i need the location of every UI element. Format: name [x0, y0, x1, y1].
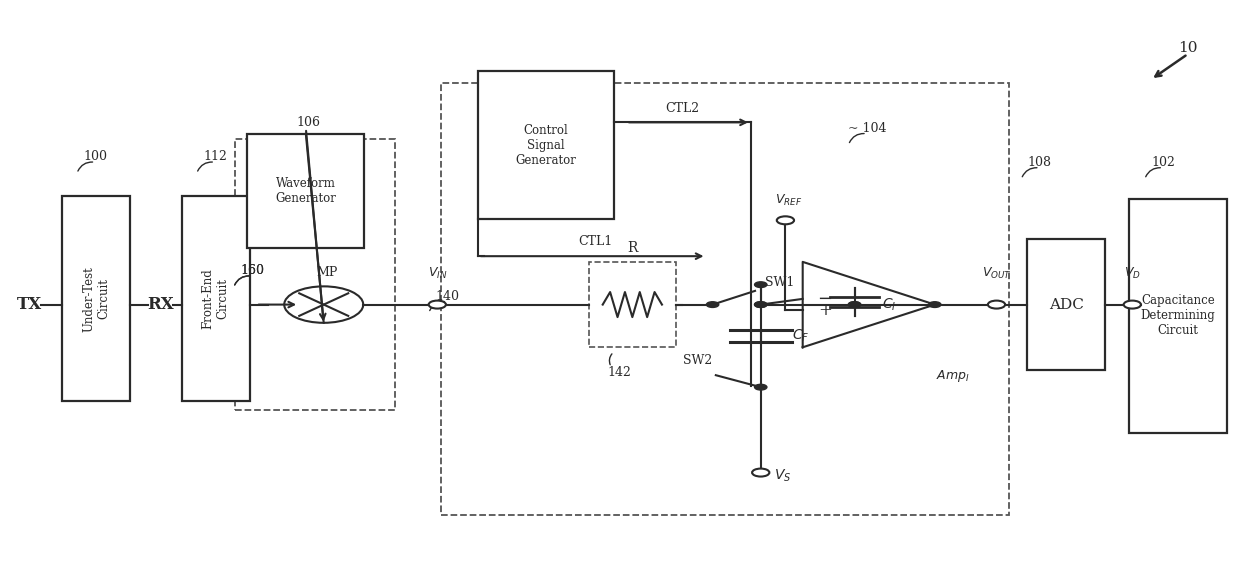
- Text: $C_F$: $C_F$: [791, 328, 808, 344]
- FancyBboxPatch shape: [1028, 239, 1105, 370]
- Text: RX: RX: [148, 296, 174, 313]
- Circle shape: [753, 469, 769, 477]
- FancyBboxPatch shape: [182, 197, 249, 401]
- Circle shape: [755, 302, 766, 308]
- Text: 112: 112: [203, 150, 227, 163]
- Text: Capacitance
Determining
Circuit: Capacitance Determining Circuit: [1141, 294, 1215, 338]
- Text: SW1: SW1: [765, 276, 795, 289]
- FancyBboxPatch shape: [1128, 199, 1228, 433]
- Text: CTL2: CTL2: [666, 102, 699, 114]
- Text: 100: 100: [83, 150, 108, 163]
- Text: $Amp_I$: $Amp_I$: [936, 368, 970, 384]
- Circle shape: [755, 384, 766, 390]
- Text: Front-End
Circuit: Front-End Circuit: [202, 269, 229, 329]
- Text: $V_{REF}$: $V_{REF}$: [775, 193, 802, 208]
- FancyBboxPatch shape: [62, 197, 130, 401]
- Text: R: R: [627, 241, 637, 255]
- Text: CTL1: CTL1: [578, 235, 613, 248]
- Text: +: +: [818, 302, 832, 319]
- FancyBboxPatch shape: [247, 134, 365, 248]
- Text: Under-Test
Circuit: Under-Test Circuit: [82, 266, 110, 332]
- Text: $V_S$: $V_S$: [774, 467, 791, 484]
- Circle shape: [707, 302, 719, 308]
- Text: 140: 140: [435, 290, 459, 302]
- Text: MP: MP: [316, 266, 339, 279]
- Text: TX: TX: [17, 296, 42, 313]
- Circle shape: [755, 302, 766, 308]
- Text: ADC: ADC: [1049, 298, 1084, 312]
- Text: 102: 102: [1151, 156, 1176, 168]
- Circle shape: [429, 301, 446, 309]
- Circle shape: [929, 302, 941, 308]
- Text: Control
Signal
Generator: Control Signal Generator: [516, 124, 577, 167]
- Text: Waveform
Generator: Waveform Generator: [275, 177, 336, 205]
- Text: $C_I$: $C_I$: [882, 296, 897, 313]
- Circle shape: [284, 286, 363, 323]
- Text: 160: 160: [241, 264, 264, 277]
- Circle shape: [848, 302, 861, 308]
- Text: 160: 160: [241, 264, 264, 277]
- Circle shape: [776, 216, 794, 224]
- Text: SW2: SW2: [683, 354, 712, 367]
- Text: 142: 142: [608, 366, 631, 380]
- Text: 10: 10: [1178, 41, 1198, 55]
- Circle shape: [755, 282, 766, 288]
- Circle shape: [988, 301, 1006, 309]
- Text: ~ 104: ~ 104: [848, 121, 887, 135]
- Circle shape: [848, 302, 861, 308]
- Text: 108: 108: [1028, 156, 1052, 168]
- Text: −: −: [817, 290, 832, 308]
- FancyBboxPatch shape: [479, 71, 614, 219]
- Text: $V_{OUT}$: $V_{OUT}$: [982, 266, 1012, 281]
- Circle shape: [1123, 301, 1141, 309]
- Text: $V_D$: $V_D$: [1123, 266, 1141, 281]
- Text: 106: 106: [296, 116, 321, 129]
- Text: $V_{IN}$: $V_{IN}$: [428, 266, 448, 281]
